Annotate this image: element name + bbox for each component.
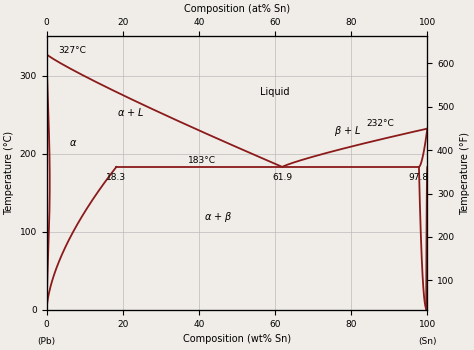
Text: 61.9: 61.9: [272, 173, 292, 182]
Text: 97.8: 97.8: [409, 173, 429, 182]
Text: 327°C: 327°C: [58, 46, 86, 55]
X-axis label: Composition (wt% Sn): Composition (wt% Sn): [183, 334, 291, 344]
Text: 183°C: 183°C: [188, 156, 216, 165]
Text: $\alpha$ + $L$: $\alpha$ + $L$: [117, 106, 144, 118]
Text: (Pb): (Pb): [37, 337, 56, 346]
Text: $\alpha$: $\alpha$: [69, 138, 77, 148]
Text: Liquid: Liquid: [260, 87, 290, 97]
Y-axis label: Temperature (°C): Temperature (°C): [4, 131, 14, 215]
Text: $\beta$ + $L$: $\beta$ + $L$: [334, 124, 361, 138]
Text: 232°C: 232°C: [366, 119, 394, 128]
X-axis label: Composition (at% Sn): Composition (at% Sn): [184, 4, 290, 14]
Y-axis label: Temperature (°F): Temperature (°F): [460, 132, 470, 215]
Text: $\alpha$ + $\beta$: $\alpha$ + $\beta$: [204, 210, 232, 224]
Text: 18.3: 18.3: [106, 173, 127, 182]
Text: (Sn): (Sn): [418, 337, 437, 346]
